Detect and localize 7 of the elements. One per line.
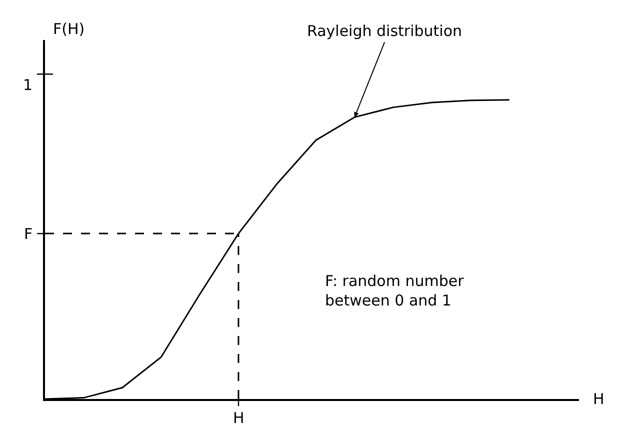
y-axis-title: F(H): [53, 20, 85, 38]
text: H: [233, 409, 244, 427]
ref-line-label: F: [24, 225, 33, 243]
annotation: F: random number between 0 and 1: [325, 272, 465, 310]
text: 1: [23, 76, 33, 94]
x-axis-title: H: [593, 390, 604, 408]
text: Rayleigh distribution: [307, 22, 462, 40]
